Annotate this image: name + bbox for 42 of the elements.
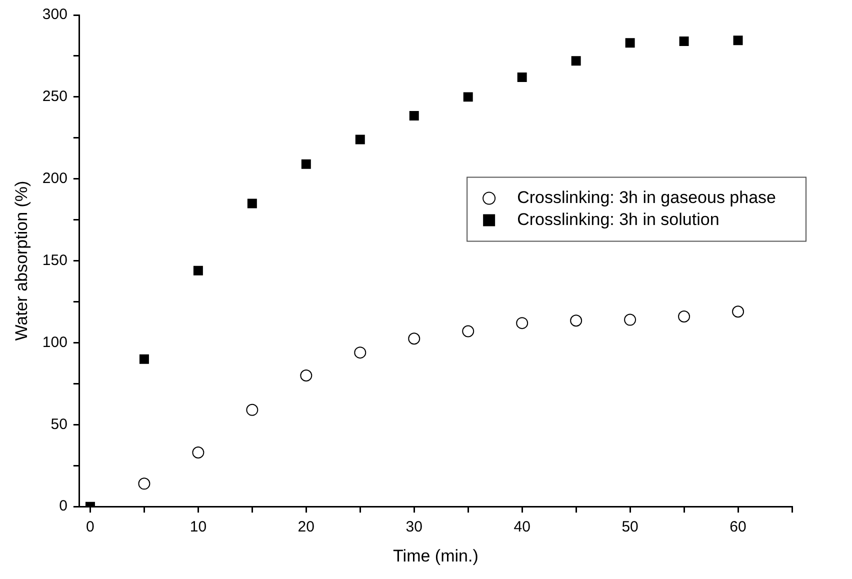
x-tick-label: 40 (514, 518, 530, 536)
point (301, 159, 311, 169)
y-tick-label: 150 (42, 252, 68, 269)
y-tick-label: 200 (42, 170, 68, 188)
point (624, 314, 636, 326)
x-tick-label: 60 (730, 518, 746, 536)
y-tick-label: 100 (42, 334, 68, 351)
point (625, 38, 635, 48)
point (678, 310, 690, 323)
x-axis-title: Time (min.) (393, 546, 478, 566)
x-tick-label: 0 (86, 518, 94, 536)
point (192, 446, 204, 459)
point (139, 354, 149, 364)
y-axis-title: Water absorption (%) (12, 180, 31, 341)
point (733, 36, 743, 46)
x-tick-label: 50 (622, 518, 638, 536)
point (679, 36, 689, 46)
point (517, 72, 527, 82)
y-tick-label: 250 (42, 88, 68, 106)
point (462, 325, 474, 338)
y-tick-label: 0 (59, 498, 68, 515)
point (300, 370, 312, 382)
y-tick-label: 300 (42, 6, 68, 24)
legend-label: Crosslinking: 3h in solution (517, 210, 720, 229)
point (354, 346, 366, 359)
point (138, 478, 150, 490)
point (355, 134, 365, 144)
point (571, 56, 581, 66)
x-tick-label: 30 (406, 518, 422, 536)
point (463, 92, 473, 102)
point (193, 266, 203, 276)
x-tick-label: 10 (190, 518, 207, 536)
point (246, 404, 258, 416)
point (408, 332, 420, 345)
point (570, 314, 582, 327)
point (247, 198, 257, 208)
point (409, 111, 419, 121)
point (516, 317, 528, 330)
point (732, 306, 744, 318)
y-tick-label: 50 (50, 416, 68, 433)
legend-label: Crosslinking: 3h in gaseous phase (517, 188, 776, 207)
x-tick-label: 20 (298, 518, 314, 536)
